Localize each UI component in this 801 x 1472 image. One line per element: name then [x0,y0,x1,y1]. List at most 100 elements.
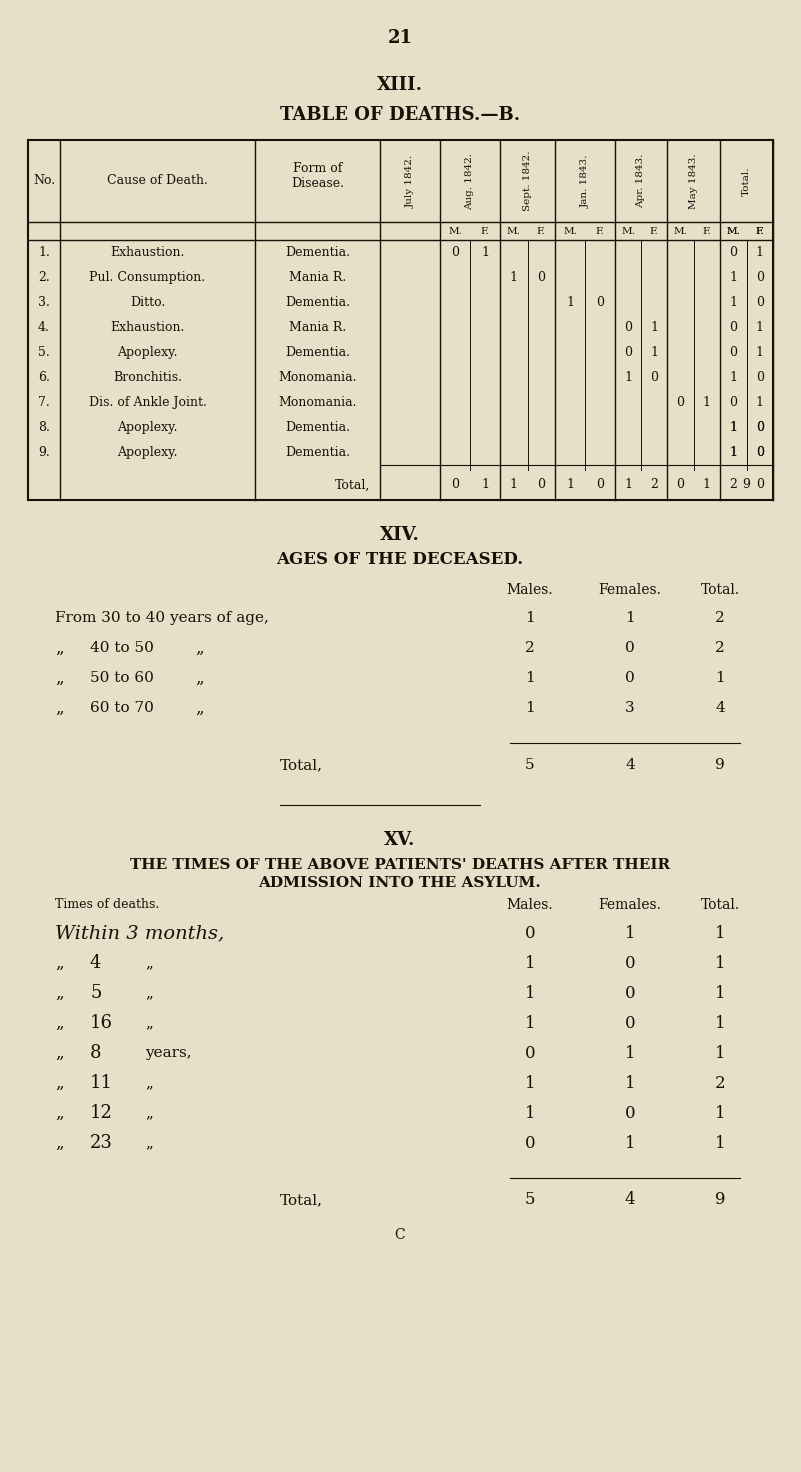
Text: F.: F. [481,227,489,236]
Text: 1: 1 [729,296,737,309]
Text: „: „ [55,1104,63,1122]
Text: 1: 1 [625,1045,635,1061]
Text: 1: 1 [525,1104,535,1122]
Text: Dementia.: Dementia. [285,446,350,459]
Text: AGES OF THE DECEASED.: AGES OF THE DECEASED. [276,552,524,568]
Text: Total,: Total, [280,1192,323,1207]
Text: Males.: Males. [507,898,553,913]
Text: 0: 0 [525,1045,535,1061]
Text: 0: 0 [756,421,763,434]
Text: 1: 1 [650,321,658,334]
Text: 12: 12 [90,1104,113,1122]
Text: 2: 2 [525,640,535,655]
Text: Apr. 1843.: Apr. 1843. [637,153,646,208]
Text: TABLE OF DEATHS.—B.: TABLE OF DEATHS.—B. [280,106,520,124]
Text: 0: 0 [756,446,763,459]
Text: XIV.: XIV. [380,526,420,545]
Text: Dementia.: Dementia. [285,296,350,309]
Text: 1: 1 [481,246,489,259]
Text: „: „ [55,1135,63,1151]
Text: 50 to 60: 50 to 60 [90,671,154,684]
Text: Dis. of Ankle Joint.: Dis. of Ankle Joint. [89,396,207,409]
Text: 1: 1 [756,246,763,259]
Text: Apoplexy.: Apoplexy. [117,446,178,459]
Text: 1: 1 [624,478,632,492]
Text: 0: 0 [451,478,459,492]
Text: 40 to 50: 40 to 50 [90,640,154,655]
Text: 3.: 3. [38,296,50,309]
Text: 1: 1 [729,446,737,459]
Text: 11: 11 [90,1075,113,1092]
Text: 5: 5 [525,1191,535,1209]
Text: 0: 0 [624,346,632,359]
Text: July 1842.: July 1842. [405,155,414,208]
Text: 0: 0 [729,321,737,334]
Text: 1: 1 [756,346,763,359]
Text: 9.: 9. [38,446,50,459]
Text: 0: 0 [676,478,684,492]
Text: 1: 1 [481,478,489,492]
Text: 1: 1 [525,701,535,715]
Text: 4.: 4. [38,321,50,334]
Text: Monomania.: Monomania. [278,371,356,384]
Text: M.: M. [507,227,521,236]
Text: 0: 0 [537,271,545,284]
Text: THE TIMES OF THE ABOVE PATIENTS' DEATHS AFTER THEIR: THE TIMES OF THE ABOVE PATIENTS' DEATHS … [130,858,670,871]
Text: „: „ [145,1076,153,1089]
Text: 1: 1 [525,1075,535,1092]
Text: 7.: 7. [38,396,50,409]
Text: „: „ [195,670,203,686]
Text: „: „ [145,1016,153,1030]
Text: 0: 0 [525,1135,535,1151]
Text: 0: 0 [625,1014,635,1032]
Text: M.: M. [727,227,740,236]
Text: Females.: Females. [598,583,662,598]
Text: 1.: 1. [38,246,50,259]
Text: Total,: Total, [335,478,370,492]
Text: Monomania.: Monomania. [278,396,356,409]
Text: 1: 1 [625,924,635,942]
Text: From 30 to 40 years of age,: From 30 to 40 years of age, [55,611,269,626]
Text: 0: 0 [625,671,635,684]
Text: Total.: Total. [700,898,739,913]
Text: 5: 5 [525,758,535,771]
Text: 0: 0 [756,271,763,284]
Text: M.: M. [563,227,577,236]
Text: 0: 0 [729,246,737,259]
Text: 1: 1 [625,1135,635,1151]
Text: F.: F. [537,227,545,236]
Text: 1: 1 [714,1104,726,1122]
Text: 1: 1 [509,478,517,492]
Text: 9: 9 [714,1191,725,1209]
Text: 1: 1 [566,478,574,492]
Text: 1: 1 [702,396,710,409]
Text: Cause of Death.: Cause of Death. [107,175,208,187]
Text: 9: 9 [715,758,725,771]
Text: 4: 4 [715,701,725,715]
Text: „: „ [55,985,63,1001]
Text: F.: F. [702,227,711,236]
Text: Apoplexy.: Apoplexy. [117,346,178,359]
Text: 2.: 2. [38,271,50,284]
Text: M.: M. [674,227,687,236]
Text: Males.: Males. [507,583,553,598]
Text: Total,: Total, [280,758,323,771]
Text: Ditto.: Ditto. [130,296,165,309]
Text: XV.: XV. [384,832,416,849]
Text: „: „ [55,1075,63,1092]
Text: 1: 1 [525,954,535,972]
Text: Dementia.: Dementia. [285,246,350,259]
Text: 0: 0 [650,371,658,384]
Text: Mania R.: Mania R. [289,271,346,284]
Text: 2: 2 [715,640,725,655]
Text: 1: 1 [729,271,737,284]
Text: M.: M. [727,227,740,236]
Text: 0: 0 [756,421,763,434]
Text: 1: 1 [729,371,737,384]
Text: 1: 1 [714,1135,726,1151]
Text: 1: 1 [525,671,535,684]
Text: 0: 0 [676,396,684,409]
Text: 1: 1 [729,421,737,434]
Text: 8.: 8. [38,421,50,434]
Text: 1: 1 [625,611,635,626]
